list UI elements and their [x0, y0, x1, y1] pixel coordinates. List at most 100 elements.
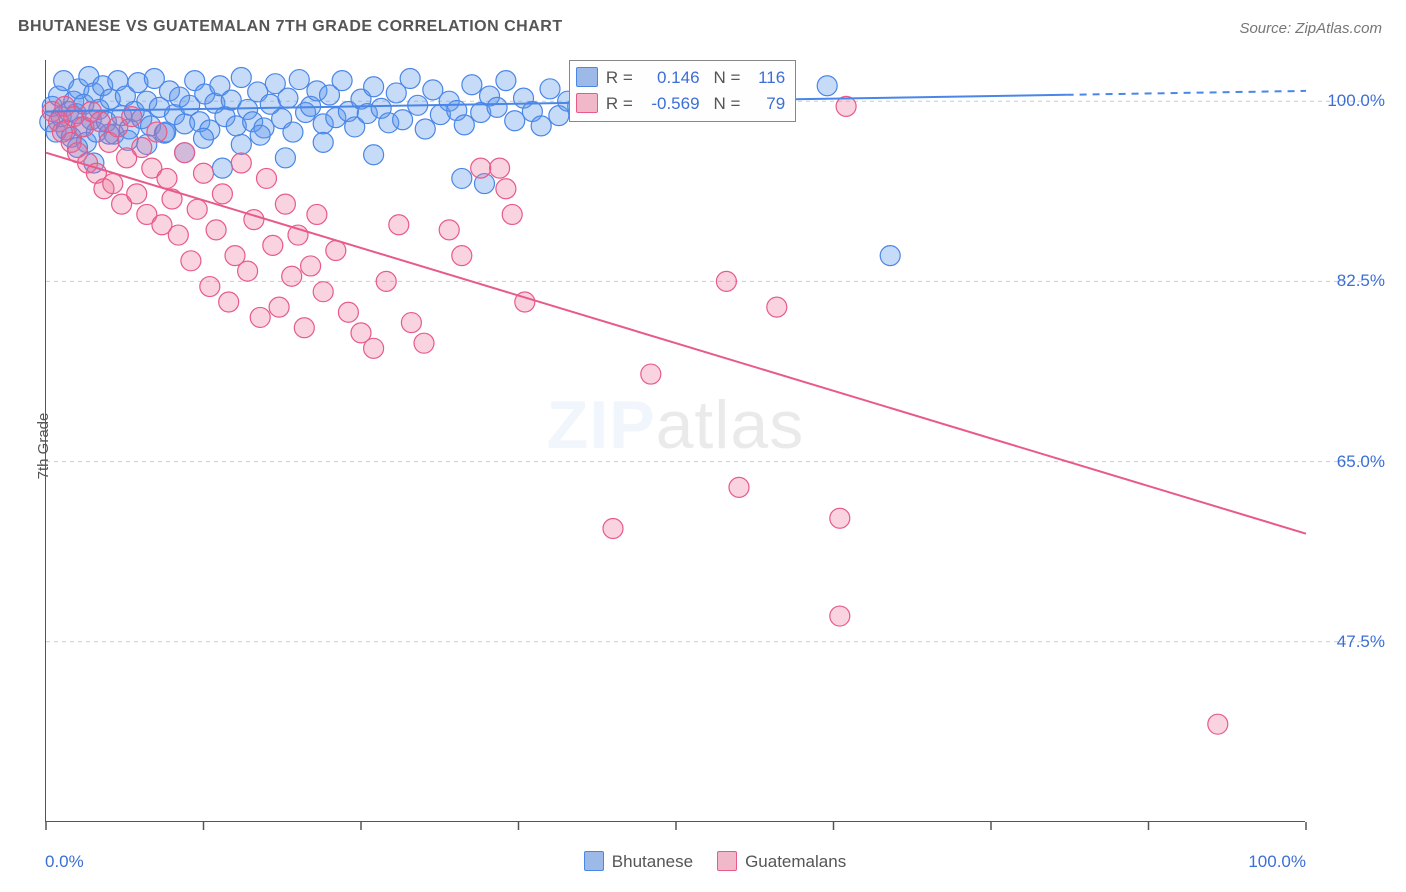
scatter-point — [175, 143, 195, 163]
legend-swatch — [576, 93, 598, 113]
scatter-point — [729, 477, 749, 497]
y-tick-label: 47.5% — [1315, 632, 1385, 652]
scatter-point — [505, 111, 525, 131]
scatter-point — [817, 76, 837, 96]
scatter-point — [231, 153, 251, 173]
legend-r-value: 0.146 — [638, 65, 700, 91]
legend-r-label: R = — [606, 94, 638, 113]
scatter-point — [212, 184, 232, 204]
scatter-point — [181, 251, 201, 271]
scatter-point — [231, 134, 251, 154]
scatter-point — [90, 112, 110, 132]
legend-series-label: Guatemalans — [745, 852, 846, 871]
scatter-point — [1208, 714, 1228, 734]
scatter-point — [641, 364, 661, 384]
scatter-point — [326, 241, 346, 261]
scatter-point — [496, 71, 516, 91]
scatter-point — [767, 297, 787, 317]
scatter-point — [147, 122, 167, 142]
scatter-point — [364, 338, 384, 358]
scatter-point — [830, 508, 850, 528]
y-tick-label: 100.0% — [1315, 91, 1385, 111]
scatter-point — [157, 168, 177, 188]
plot-svg — [46, 60, 1306, 822]
scatter-point — [716, 271, 736, 291]
legend-swatch — [576, 67, 598, 87]
scatter-point — [313, 282, 333, 302]
scatter-point — [282, 266, 302, 286]
scatter-point — [830, 606, 850, 626]
scatter-point — [219, 292, 239, 312]
scatter-point — [168, 225, 188, 245]
scatter-point — [487, 97, 507, 117]
legend-series-label: Bhutanese — [612, 852, 693, 871]
scatter-point — [194, 163, 214, 183]
scatter-point — [414, 333, 434, 353]
scatter-point — [452, 168, 472, 188]
scatter-point — [603, 519, 623, 539]
scatter-point — [194, 128, 214, 148]
scatter-point — [278, 88, 298, 108]
scatter-point — [275, 148, 295, 168]
scatter-point — [231, 68, 251, 88]
scatter-point — [187, 199, 207, 219]
trend-line-dashed — [1067, 91, 1306, 95]
scatter-point — [439, 220, 459, 240]
scatter-point — [415, 119, 435, 139]
legend-n-label: N = — [714, 68, 746, 87]
scatter-point — [257, 168, 277, 188]
legend-n-value: 79 — [745, 91, 785, 117]
legend-swatch — [717, 851, 737, 871]
y-tick-label: 82.5% — [1315, 271, 1385, 291]
scatter-point — [454, 115, 474, 135]
scatter-point — [471, 158, 491, 178]
scatter-point — [462, 75, 482, 95]
scatter-point — [540, 79, 560, 99]
series-legend: Bhutanese Guatemalans — [0, 851, 1406, 872]
legend-n-label: N = — [714, 94, 746, 113]
scatter-point — [313, 132, 333, 152]
legend-row: R = -0.569 N = 79 — [576, 91, 785, 117]
scatter-point — [301, 256, 321, 276]
scatter-point — [212, 158, 232, 178]
scatter-point — [294, 318, 314, 338]
scatter-point — [389, 215, 409, 235]
chart-container: BHUTANESE VS GUATEMALAN 7TH GRADE CORREL… — [0, 0, 1406, 892]
scatter-point — [338, 302, 358, 322]
scatter-point — [238, 261, 258, 281]
scatter-point — [200, 277, 220, 297]
chart-title: BHUTANESE VS GUATEMALAN 7TH GRADE CORREL… — [18, 18, 563, 36]
trend-line — [46, 153, 1306, 534]
scatter-point — [283, 122, 303, 142]
scatter-point — [400, 69, 420, 89]
correlation-legend-box: R = 0.146N = 116R = -0.569N = 79 — [569, 60, 796, 122]
legend-r-label: R = — [606, 68, 638, 87]
scatter-point — [376, 271, 396, 291]
scatter-point — [364, 145, 384, 165]
scatter-point — [496, 179, 516, 199]
y-tick-label: 65.0% — [1315, 452, 1385, 472]
scatter-point — [401, 313, 421, 333]
scatter-point — [132, 138, 152, 158]
scatter-point — [452, 246, 472, 266]
source-attribution: Source: ZipAtlas.com — [1239, 20, 1382, 37]
scatter-point — [206, 220, 226, 240]
scatter-point — [275, 194, 295, 214]
scatter-point — [393, 110, 413, 130]
scatter-point — [531, 116, 551, 136]
scatter-point — [490, 158, 510, 178]
scatter-point — [269, 297, 289, 317]
scatter-point — [880, 246, 900, 266]
scatter-point — [289, 70, 309, 90]
legend-row: R = 0.146N = 116 — [576, 65, 785, 91]
plot-area: ZIPatlas R = 0.146N = 116R = -0.569N = 7… — [45, 60, 1305, 822]
scatter-point — [502, 204, 522, 224]
scatter-point — [250, 307, 270, 327]
scatter-point — [307, 204, 327, 224]
scatter-point — [127, 184, 147, 204]
scatter-point — [250, 125, 270, 145]
legend-r-value: -0.569 — [638, 91, 700, 117]
scatter-point — [364, 77, 384, 97]
scatter-point — [103, 174, 123, 194]
scatter-point — [332, 71, 352, 91]
